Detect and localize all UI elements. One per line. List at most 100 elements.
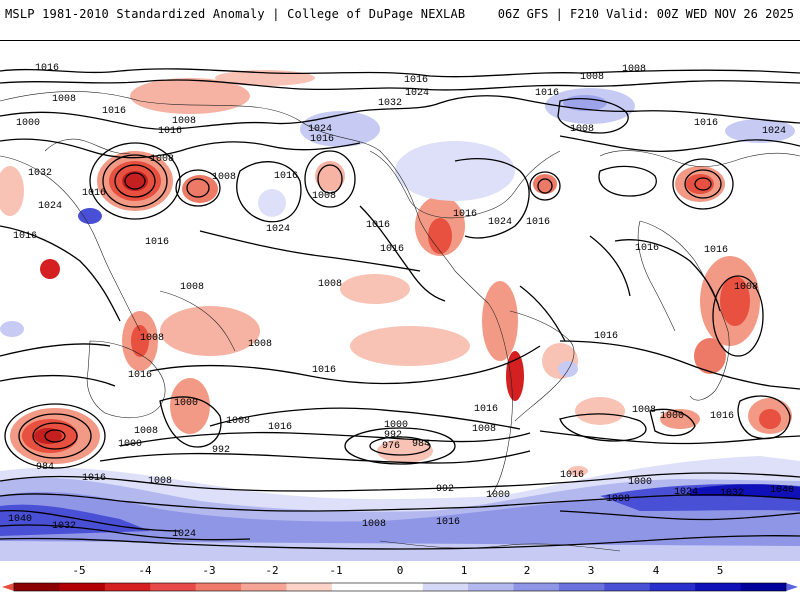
contour-label: 1008 (226, 416, 250, 427)
contour-label: 1008 (52, 94, 76, 105)
contour-label: 984 (36, 462, 54, 473)
colorbar-cell (468, 583, 515, 591)
colorbar-cell (649, 583, 696, 591)
colorbar-cell (59, 583, 106, 591)
contour-label: 1000 (660, 411, 684, 422)
contour-label: 1000 (174, 398, 198, 409)
colorbar-cell (286, 583, 333, 591)
contour-label: 992 (436, 484, 454, 495)
colorbar-cell (241, 583, 287, 591)
colorbar-tick-label: 2 (523, 564, 531, 577)
contour-label: 1024 (762, 126, 786, 137)
contour-label: 1016 (268, 422, 292, 433)
isobars (0, 68, 800, 550)
contour-label: 1016 (82, 188, 106, 199)
contour-label: 1032 (378, 98, 402, 109)
contour-label: 1016 (404, 75, 428, 86)
colorbar-cell (104, 583, 151, 591)
contour-label: 992 (384, 430, 402, 441)
contour-label: 1008 (580, 72, 604, 83)
contour-label: 1016 (145, 237, 169, 248)
contour-label: 1016 (560, 470, 584, 481)
contour-label: 1040 (770, 485, 794, 496)
contour-label: 1024 (38, 201, 62, 212)
contour-label: 992 (212, 445, 230, 456)
colorbar-tick-label: 5 (716, 564, 724, 577)
colorbar-min-arrow (2, 583, 14, 591)
contour-label: 1016 (380, 244, 404, 255)
colorbar-cell (195, 583, 242, 591)
colorbar-max-arrow (786, 583, 798, 591)
contour-label: 1016 (694, 118, 718, 129)
colorbar-cell (695, 583, 742, 591)
contour-label: 976 (382, 441, 400, 452)
contour-label: 1016 (535, 88, 559, 99)
contour-label: 1032 (28, 168, 52, 179)
contour-label: 1000 (628, 477, 652, 488)
contour-label: 1024 (405, 88, 429, 99)
contour-label: 1016 (102, 106, 126, 117)
contour-label: 1008 (134, 426, 158, 437)
contour-label: 1024 (488, 217, 512, 228)
contour-label: 1016 (594, 331, 618, 342)
colorbar-cell (558, 583, 605, 591)
contour-label: 1024 (674, 487, 698, 498)
contour-label: 1000 (16, 118, 40, 129)
contour-label: 1000 (486, 490, 510, 501)
contour-label: 1040 (8, 514, 32, 525)
colorbar-tick-label: 4 (652, 564, 660, 577)
contour-labels: 1016 1008 1008 1016 1032 1024 1016 1008 … (8, 63, 794, 540)
colorbar-tick-label: -3 (202, 564, 216, 577)
colorbar-cell (14, 583, 60, 591)
coastlines (0, 91, 800, 552)
contour-label: 1016 (82, 473, 106, 484)
contour-label: 1008 (318, 279, 342, 290)
contour-label: 1008 (570, 124, 594, 135)
contour-label: 1016 (310, 134, 334, 145)
colorbar-cell (150, 583, 197, 591)
contour-label: 1016 (436, 517, 460, 528)
contour-label: 1008 (148, 476, 172, 487)
colorbar: -5 -4 -3 -2 -1 0 1 2 3 4 5 (0, 564, 800, 600)
map-title: MSLP 1981-2010 Standardized Anomaly | Co… (5, 7, 466, 21)
contour-label: 1016 (312, 365, 336, 376)
contour-label: 1024 (308, 124, 332, 135)
contour-label: 1016 (366, 220, 390, 231)
colorbar-tick-label: -4 (138, 564, 152, 577)
contour-label: 1008 (606, 494, 630, 505)
colorbar-cell (604, 583, 651, 591)
anomaly-map: 1016 1008 1008 1016 1032 1024 1016 1008 … (0, 41, 800, 561)
colorbar-ramp (2, 582, 798, 592)
contour-label: 1008 (632, 405, 656, 416)
contour-label: 1016 (158, 126, 182, 137)
colorbar-cell (513, 583, 560, 591)
contour-label: 1008 (248, 339, 272, 350)
contour-label: 1008 (734, 282, 758, 293)
model-run-info: 06Z GFS | F210 Valid: 00Z WED NOV 26 202… (497, 7, 794, 21)
contour-label: 1016 (526, 217, 550, 228)
contour-label: 1008 (150, 154, 174, 165)
contour-label: 1016 (128, 370, 152, 381)
contour-label: 1016 (635, 243, 659, 254)
contour-label: 1008 (312, 191, 336, 202)
contour-label: 1000 (384, 420, 408, 431)
contour-label: 984 (412, 439, 430, 450)
header: MSLP 1981-2010 Standardized Anomaly | Co… (0, 0, 800, 40)
contour-label: 1016 (35, 63, 59, 74)
contour-label: 1016 (474, 404, 498, 415)
contour-label: 1016 (453, 209, 477, 220)
contour-label: 1032 (52, 521, 76, 532)
contour-label: 1008 (472, 424, 496, 435)
colorbar-cell (422, 583, 469, 591)
colorbar-cell (331, 583, 378, 591)
colorbar-tick-label: 0 (396, 564, 404, 577)
colorbar-cell (740, 583, 787, 591)
colorbar-tick-label: -1 (329, 564, 343, 577)
contour-label: 1008 (212, 172, 236, 183)
colorbar-tick-label: -5 (72, 564, 86, 577)
contour-label: 1000 (118, 439, 142, 450)
contour-label: 1032 (720, 488, 744, 499)
negative-anomaly-shading (0, 70, 792, 476)
colorbar-cell (377, 583, 424, 591)
colorbar-tick-label: -2 (265, 564, 279, 577)
